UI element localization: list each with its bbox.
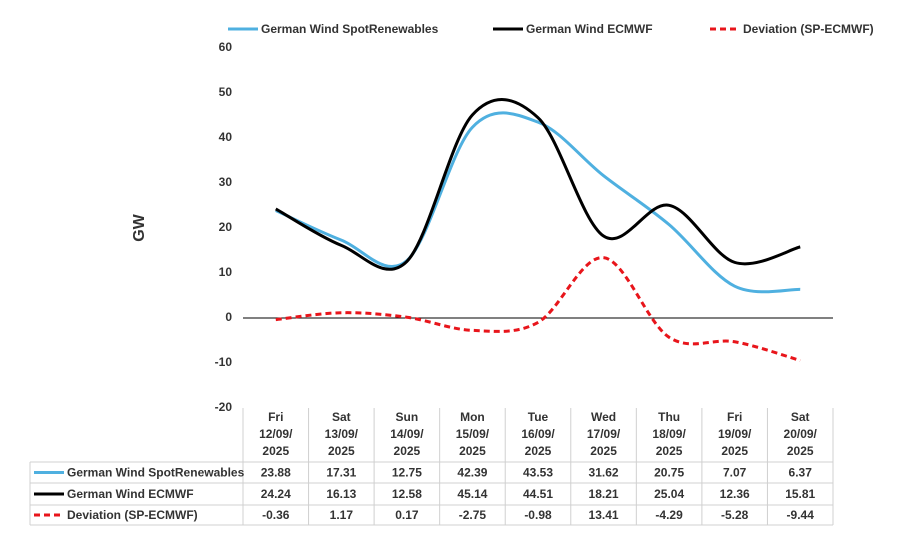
x-tick-label: Fri — [268, 410, 283, 424]
x-tick-label: 2025 — [721, 444, 748, 458]
x-tick-label: Sat — [332, 410, 351, 424]
table-cell: -4.29 — [655, 508, 683, 522]
x-tick-label: 14/09/ — [390, 427, 424, 441]
x-tick-label: 13/09/ — [325, 427, 359, 441]
x-tick-label: Wed — [591, 410, 616, 424]
x-tick-label: 2025 — [459, 444, 486, 458]
table-cell: 31.62 — [589, 466, 619, 480]
table-cell: -0.36 — [262, 508, 290, 522]
x-tick-label: Tue — [528, 410, 549, 424]
x-tick-label: 2025 — [787, 444, 814, 458]
x-tick-label: 17/09/ — [587, 427, 621, 441]
x-tick-label: Thu — [658, 410, 680, 424]
table-cell: -0.98 — [524, 508, 552, 522]
series-line — [275, 98, 801, 271]
y-tick-label: 40 — [219, 130, 233, 144]
table-row-label: German Wind SpotRenewables — [67, 466, 245, 480]
table-cell: 18.21 — [589, 487, 619, 501]
y-tick-label: 10 — [219, 265, 233, 279]
x-tick-label: 20/09/ — [784, 427, 818, 441]
table-cell: 0.17 — [395, 508, 419, 522]
table-cell: 20.75 — [654, 466, 684, 480]
y-tick-label: 30 — [219, 175, 233, 189]
x-tick-label: 2025 — [262, 444, 289, 458]
table-cell: 1.17 — [330, 508, 354, 522]
legend-label: Deviation (SP-ECMWF) — [743, 22, 874, 36]
table-row-label: German Wind ECMWF — [67, 487, 194, 501]
table-cell: 13.41 — [589, 508, 619, 522]
y-axis-label: GW — [131, 213, 148, 241]
table-cell: -5.28 — [721, 508, 749, 522]
table-cell: 16.13 — [326, 487, 356, 501]
table-row-label: Deviation (SP-ECMWF) — [67, 508, 198, 522]
table-cell: 7.07 — [723, 466, 747, 480]
table-cell: 23.88 — [261, 466, 291, 480]
x-tick-label: Sat — [791, 410, 810, 424]
x-tick-label: 2025 — [328, 444, 355, 458]
table-cell: 6.37 — [789, 466, 813, 480]
x-tick-label: Mon — [460, 410, 485, 424]
x-tick-label: 2025 — [590, 444, 617, 458]
y-tick-label: -20 — [215, 400, 233, 414]
table-cell: 17.31 — [326, 466, 356, 480]
table-cell: -9.44 — [787, 508, 815, 522]
table-cell: 43.53 — [523, 466, 553, 480]
y-tick-label: 0 — [225, 310, 232, 324]
series-line — [275, 256, 801, 362]
legend-label: German Wind SpotRenewables — [261, 22, 439, 36]
x-tick-label: 12/09/ — [259, 427, 293, 441]
x-tick-label: 19/09/ — [718, 427, 752, 441]
x-tick-label: 2025 — [525, 444, 552, 458]
table-cell: 12.75 — [392, 466, 422, 480]
table-cell: 44.51 — [523, 487, 553, 501]
table-cell: 25.04 — [654, 487, 684, 501]
y-tick-label: 50 — [219, 85, 233, 99]
x-tick-label: Fri — [727, 410, 742, 424]
series-line — [275, 111, 801, 294]
legend-label: German Wind ECMWF — [526, 22, 653, 36]
x-tick-label: 18/09/ — [652, 427, 686, 441]
x-tick-label: 2025 — [656, 444, 683, 458]
y-tick-label: 20 — [219, 220, 233, 234]
x-tick-label: 2025 — [394, 444, 421, 458]
y-tick-label: -10 — [215, 355, 233, 369]
table-cell: 42.39 — [457, 466, 487, 480]
table-cell: 15.81 — [785, 487, 815, 501]
x-tick-label: Sun — [396, 410, 419, 424]
x-tick-label: 15/09/ — [456, 427, 490, 441]
x-tick-label: 16/09/ — [521, 427, 555, 441]
table-cell: -2.75 — [459, 508, 487, 522]
y-tick-label: 60 — [219, 40, 233, 54]
table-cell: 12.36 — [720, 487, 750, 501]
table-cell: 45.14 — [457, 487, 487, 501]
table-cell: 12.58 — [392, 487, 422, 501]
table-cell: 24.24 — [261, 487, 291, 501]
